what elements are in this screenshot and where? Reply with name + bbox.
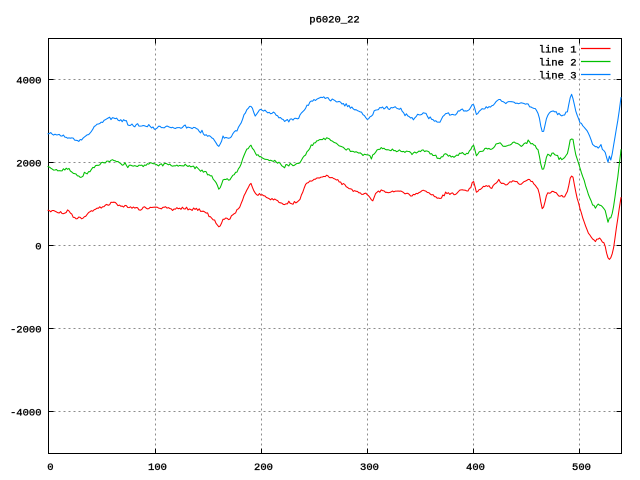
svg-text:0: 0 — [35, 241, 41, 253]
svg-text:100: 100 — [148, 462, 167, 474]
svg-text:line 2: line 2 — [539, 57, 577, 69]
svg-text:line 3: line 3 — [539, 70, 577, 82]
svg-text:line 1: line 1 — [539, 44, 577, 56]
svg-text:p6020_22: p6020_22 — [309, 15, 359, 27]
svg-text:400: 400 — [466, 462, 485, 474]
svg-text:-2000: -2000 — [10, 324, 42, 336]
svg-text:200: 200 — [254, 462, 273, 474]
svg-text:-4000: -4000 — [10, 407, 42, 419]
svg-text:0: 0 — [47, 462, 53, 474]
svg-text:4000: 4000 — [16, 75, 41, 87]
svg-text:300: 300 — [360, 462, 379, 474]
svg-text:2000: 2000 — [16, 158, 41, 170]
svg-text:500: 500 — [572, 462, 591, 474]
